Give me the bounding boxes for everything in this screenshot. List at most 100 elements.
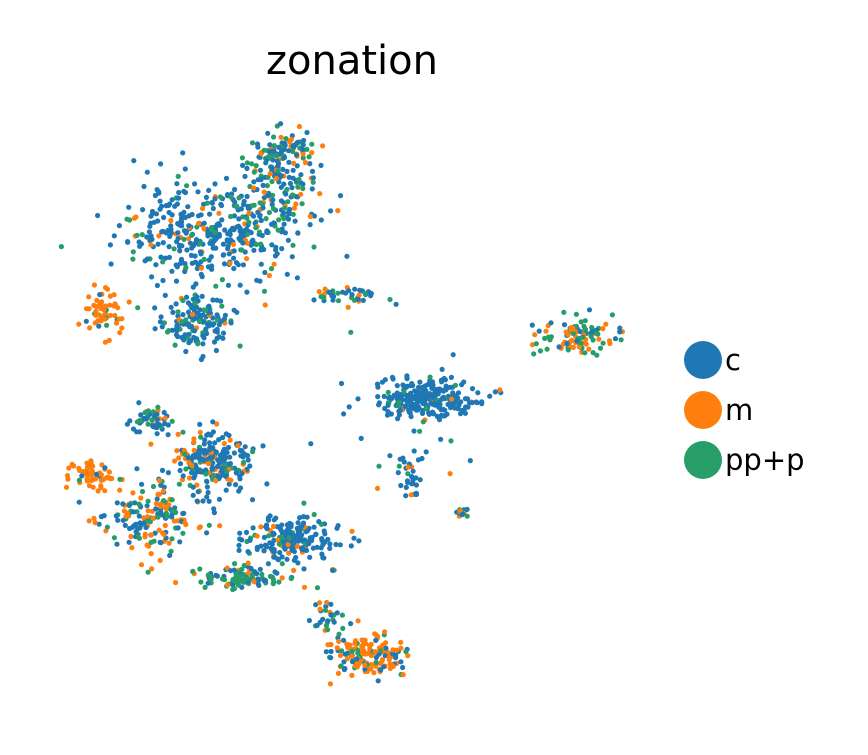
data-point-c [376,400,382,406]
data-point-pp+p [175,309,181,315]
data-point-c [207,454,213,461]
data-point-pp+p [235,576,242,583]
data-point-c [304,528,311,534]
data-point-c [237,485,244,491]
data-point-c [464,506,470,512]
data-point-c [348,621,354,627]
data-point-c [407,394,413,400]
data-point-pp+p [452,382,459,388]
data-point-c [337,193,344,199]
data-point-c [479,399,485,405]
data-point-pp+p [288,575,294,582]
data-point-c [247,463,253,469]
data-point-c [206,187,212,193]
data-point-c [141,415,147,422]
data-point-c [281,181,287,187]
data-point-c [195,489,201,495]
data-point-c [373,654,379,661]
data-point-c [295,520,301,526]
data-point-m [91,515,97,522]
data-point-c [255,576,261,582]
data-point-c [153,262,159,268]
data-point-c [212,236,218,242]
data-point-c [175,195,182,201]
data-point-m [186,475,193,481]
data-point-pp+p [183,264,189,271]
data-point-m [158,503,164,509]
data-point-m [345,304,351,310]
data-point-c [233,470,239,476]
data-point-pp+p [180,297,186,304]
data-point-c [469,386,476,392]
data-point-m [131,215,138,221]
data-point-pp+p [339,612,345,618]
data-point-c [216,437,222,443]
data-point-c [341,659,347,665]
data-point-c [159,467,166,473]
data-point-pp+p [396,399,402,405]
data-point-c [323,649,329,655]
data-point-m [196,220,202,226]
data-point-pp+p [166,328,172,334]
data-point-pp+p [257,200,263,206]
data-point-pp+p [580,334,586,340]
data-point-c [292,218,298,224]
data-point-c [239,448,245,454]
data-point-pp+p [221,577,228,583]
data-point-pp+p [266,533,272,539]
data-point-pp+p [401,389,407,395]
data-point-c [304,514,310,520]
data-point-m [278,134,284,140]
data-point-c [205,580,211,586]
data-point-m [371,670,377,676]
data-point-pp+p [249,140,256,146]
data-point-c [403,484,409,490]
data-point-m [102,316,108,322]
data-point-c [96,323,102,329]
data-point-m [216,210,222,216]
data-point-m [129,545,135,551]
data-point-pp+p [176,481,182,487]
data-point-c [275,556,281,562]
data-point-c [177,467,183,474]
data-point-c [243,529,250,536]
data-point-c [237,530,243,536]
data-point-pp+p [355,650,361,656]
data-point-pp+p [244,575,250,582]
data-point-c [293,152,300,158]
data-point-c [264,229,270,235]
data-point-c [205,321,211,328]
data-point-c [159,229,165,235]
data-point-c [130,426,137,432]
data-point-c [262,269,268,276]
data-point-m [262,302,268,308]
data-point-c [150,423,156,429]
data-point-m [227,437,233,443]
data-point-pp+p [161,320,167,326]
data-point-m [576,344,582,350]
data-point-c [300,142,306,148]
data-point-c [147,223,153,229]
data-point-c [127,418,133,424]
data-point-c [303,547,310,554]
data-point-c [231,450,237,456]
data-point-c [338,380,345,387]
data-point-pp+p [145,421,151,427]
data-point-c [182,268,188,275]
data-point-c [265,130,271,136]
data-point-c [225,245,231,252]
data-point-c [159,203,165,209]
data-point-c [273,247,279,253]
data-point-pp+p [542,335,548,341]
data-point-c [301,537,307,543]
data-point-c [221,261,228,267]
data-point-m [408,492,414,498]
data-point-pp+p [219,303,225,309]
data-point-c [301,137,307,144]
data-point-c [161,214,167,221]
data-point-c [114,500,120,506]
data-point-c [279,522,285,528]
data-point-c [194,498,200,504]
data-point-c [455,406,461,412]
legend-label: c [725,343,741,377]
